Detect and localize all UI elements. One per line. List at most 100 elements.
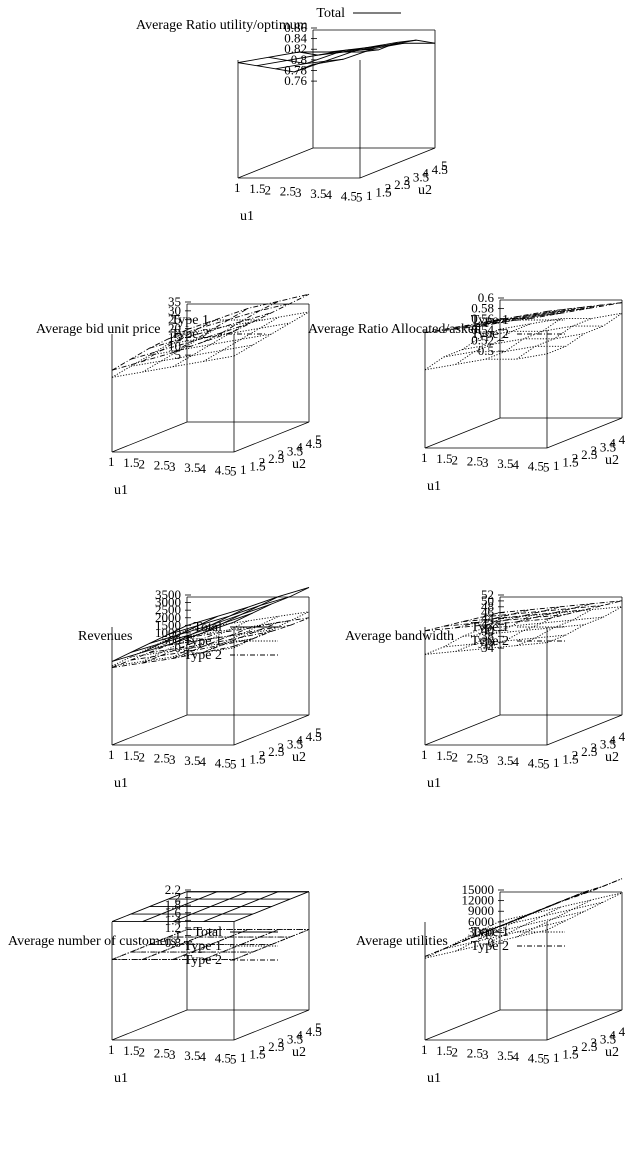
surface-line xyxy=(142,632,218,664)
y-tick-label: 3.5 xyxy=(600,439,616,454)
surface-line xyxy=(481,325,604,338)
x-tick-label: 3 xyxy=(482,455,489,470)
x-tick-label: 3.5 xyxy=(310,186,326,201)
y-tick-label: 3.5 xyxy=(600,1031,616,1046)
chart-title: Revenues xyxy=(78,629,132,644)
y-tick-label: 1 xyxy=(553,458,560,473)
z-tick-label: 2.2 xyxy=(165,882,181,897)
z-tick-label: 2 xyxy=(175,890,182,905)
y-tick-label: 3.5 xyxy=(287,1031,303,1046)
x-tick-label: 1.5 xyxy=(436,748,452,763)
y-tick-label: 4.5 xyxy=(306,436,322,451)
surface-line xyxy=(546,878,623,908)
z-tick-label: 5 xyxy=(175,347,182,362)
x-tick-label: 4 xyxy=(513,1049,520,1064)
series-surface xyxy=(111,617,310,668)
surface-line xyxy=(233,929,310,960)
surface-line xyxy=(455,318,531,328)
y-tick-label: 4 xyxy=(296,440,303,455)
x-tick-label: 1 xyxy=(421,450,428,465)
x-tick-label: 2.5 xyxy=(154,458,170,473)
chart-title: Average number of customers xyxy=(8,934,176,949)
y-tick-label: 3 xyxy=(278,1035,285,1050)
y-tick-label: 1.5 xyxy=(375,184,391,199)
y-tick-label: 3.5 xyxy=(287,443,303,458)
x-tick-label: 5 xyxy=(356,190,363,205)
surface-line xyxy=(186,587,310,626)
y-tick-label: 2 xyxy=(385,181,392,196)
z-tick-label: 50 xyxy=(481,593,494,608)
x-tick-label: 3.5 xyxy=(184,753,200,768)
series-surface xyxy=(424,892,623,959)
surface-line xyxy=(455,609,531,629)
x-tick-label: 3.5 xyxy=(184,460,200,475)
x-tick-label: 2.5 xyxy=(467,751,483,766)
series-surface xyxy=(111,293,310,371)
legend-label: Type 1 xyxy=(471,620,509,635)
x-tick-label: 4.5 xyxy=(528,755,544,770)
surface-line xyxy=(172,628,249,659)
z-tick-label: 30 xyxy=(168,303,181,318)
x-tick-label: 5 xyxy=(230,1052,237,1067)
x-tick-label: 2 xyxy=(265,182,272,197)
surface-line xyxy=(172,308,249,353)
legend-label: Type 2 xyxy=(171,327,209,342)
x-tick-label: 3 xyxy=(169,752,176,767)
x-tick-label: 1.5 xyxy=(436,1043,452,1058)
x-tick-label: 1.5 xyxy=(123,748,139,763)
z-tick-label: 2500 xyxy=(155,602,181,617)
surface-line xyxy=(168,303,291,340)
z-tick-label: 1500 xyxy=(155,617,181,632)
z-tick-label: 34 xyxy=(481,640,495,655)
y-tick-label: 1.5 xyxy=(562,454,578,469)
x-tick-label: 1.5 xyxy=(436,451,452,466)
x-tick-label: 4 xyxy=(513,457,520,472)
surface-line xyxy=(424,612,501,632)
z-tick-label: 20 xyxy=(168,321,181,336)
y-tick-label: 5 xyxy=(315,1020,322,1035)
y-axis-label: u2 xyxy=(605,1045,619,1060)
x-tick-label: 2.5 xyxy=(154,1046,170,1061)
surface-line xyxy=(111,625,188,662)
y-tick-label: 2 xyxy=(572,1043,579,1058)
y-tick-label: 3.5 xyxy=(413,169,429,184)
surface-line xyxy=(142,891,218,923)
surface-line xyxy=(424,328,501,371)
y-tick-label: 4.5 xyxy=(619,432,626,447)
surface-line xyxy=(546,312,623,355)
y-tick-label: 4 xyxy=(609,733,616,748)
y-tick-label: 1 xyxy=(240,755,247,770)
x-axis-label: u1 xyxy=(427,479,441,494)
surface-line xyxy=(424,642,548,655)
y-tick-label: 1 xyxy=(553,1050,560,1065)
surface-line xyxy=(462,609,585,623)
surface-line xyxy=(485,312,562,323)
legend-label: Type 2 xyxy=(184,953,222,968)
x-tick-label: 2.5 xyxy=(467,454,483,469)
series-surface xyxy=(424,302,623,334)
surface-line xyxy=(237,62,314,73)
y-tick-label: 4.5 xyxy=(432,162,448,177)
x-tick-label: 5 xyxy=(230,464,237,479)
surface-line xyxy=(443,634,566,648)
x-tick-label: 4.5 xyxy=(215,1050,231,1065)
z-tick-label: 0.52 xyxy=(471,332,494,347)
y-tick-label: 2 xyxy=(572,748,579,763)
x-tick-label: 2.5 xyxy=(154,751,170,766)
surface-line xyxy=(203,596,279,634)
chart-1: 0.760.780.80.820.840.861 1.5 2 2.5 3 3.5 4 4.5 5… xyxy=(136,6,448,224)
surface-line xyxy=(268,56,344,65)
surface-line xyxy=(142,318,218,362)
surface-line xyxy=(233,891,310,923)
z-tick-label: 1 xyxy=(175,928,182,943)
x-tick-label: 4.5 xyxy=(341,188,357,203)
surface-line xyxy=(485,318,562,360)
z-tick-label: 0.58 xyxy=(471,301,494,316)
y-tick-label: 3 xyxy=(591,443,598,458)
x-tick-label: 2.5 xyxy=(280,184,296,199)
legend-label: Type 2 xyxy=(471,939,509,954)
x-axis-label: u1 xyxy=(114,1071,128,1086)
z-tick-label: 0.56 xyxy=(471,311,494,326)
